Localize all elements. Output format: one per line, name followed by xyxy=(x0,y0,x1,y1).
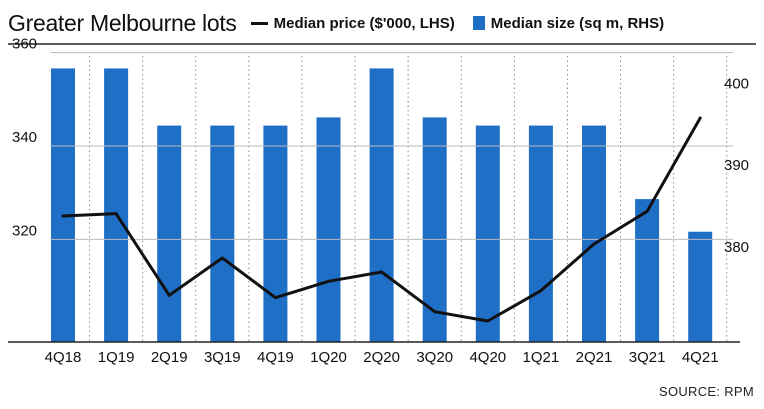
line-point-4Q19 xyxy=(274,296,277,299)
bar-3Q19 xyxy=(210,125,235,342)
legend-bar-label: Median size (sq m, RHS) xyxy=(490,14,665,32)
bar-1Q21 xyxy=(528,125,553,342)
x-tick-label: 4Q18 xyxy=(45,349,82,366)
line-point-2Q21 xyxy=(592,242,596,246)
bar-1Q19 xyxy=(104,68,129,343)
x-tick-label: 4Q20 xyxy=(469,349,506,366)
line-point-4Q21 xyxy=(699,116,702,120)
line-point-1Q21 xyxy=(539,289,543,292)
x-tick-label: 1Q19 xyxy=(98,349,135,366)
line-point-2Q20 xyxy=(380,270,383,274)
left-tick-label: 360 xyxy=(12,36,37,53)
line-point-2Q19 xyxy=(168,294,171,297)
line-point-1Q20 xyxy=(327,280,330,283)
x-tick-label: 2Q20 xyxy=(363,349,400,366)
bar-2Q20 xyxy=(369,68,394,343)
bar-4Q19 xyxy=(263,125,288,342)
bar-1Q20 xyxy=(316,117,341,343)
x-tick-label: 3Q19 xyxy=(204,349,241,366)
line-point-3Q21 xyxy=(645,210,649,213)
x-tick-label: 3Q20 xyxy=(416,349,453,366)
right-tick-label: 380 xyxy=(724,239,749,256)
x-tick-label: 2Q21 xyxy=(576,349,613,366)
bar-3Q20 xyxy=(422,117,447,343)
left-tick-label: 340 xyxy=(12,129,37,146)
chart-title: Greater Melbourne lots xyxy=(8,9,237,36)
bar-2Q19 xyxy=(157,125,182,342)
bar-3Q21 xyxy=(635,199,660,342)
x-tick-label: 3Q21 xyxy=(629,349,666,366)
legend-line-item: Median price ($'000, LHS) xyxy=(250,14,455,32)
right-tick-label: 390 xyxy=(724,157,749,174)
x-tick-label: 4Q21 xyxy=(682,349,719,366)
bar-4Q18 xyxy=(51,68,75,343)
left-tick-label: 320 xyxy=(12,222,37,239)
x-tick-label: 1Q20 xyxy=(310,349,347,366)
line-point-3Q20 xyxy=(433,310,436,313)
line-point-3Q19 xyxy=(221,256,224,260)
right-tick-label: 400 xyxy=(724,75,749,92)
legend-bar-item: Median size (sq m, RHS) xyxy=(472,14,665,32)
legend-line-label: Median price ($'000, LHS) xyxy=(273,14,455,32)
bar-2Q21 xyxy=(582,125,606,342)
line-point-4Q20 xyxy=(486,319,489,323)
bar-4Q21 xyxy=(688,231,713,342)
line-point-4Q18 xyxy=(61,214,65,218)
legend-bar-swatch xyxy=(472,16,485,30)
legend-line-swatch xyxy=(250,21,268,25)
x-tick-label: 2Q19 xyxy=(151,349,188,366)
source-note: SOURCE: RPM xyxy=(658,384,754,399)
bar-4Q20 xyxy=(475,125,500,342)
line-point-1Q19 xyxy=(114,212,118,215)
x-tick-label: 4Q19 xyxy=(257,349,294,366)
x-tick-label: 1Q21 xyxy=(523,349,560,366)
chart-header: Greater Melbourne lots Median price ($'0… xyxy=(8,6,682,40)
